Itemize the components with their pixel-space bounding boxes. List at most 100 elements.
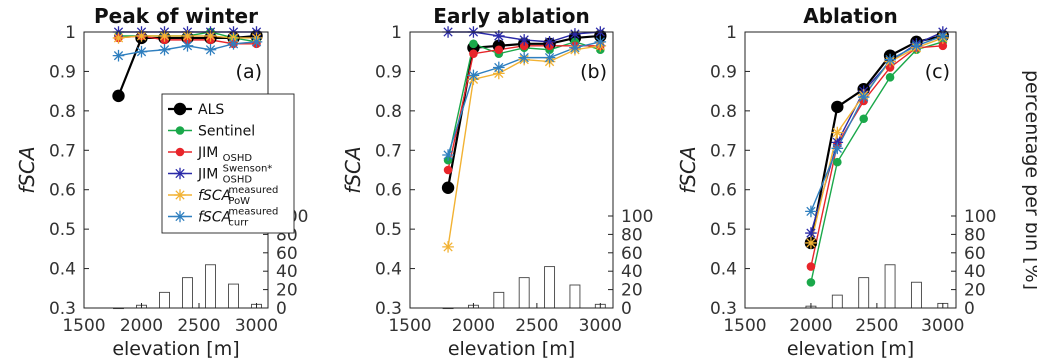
data-point-fSCA_curr [250, 36, 263, 48]
y2-tick-label: 80 [621, 225, 643, 245]
panel-3: 0.3 0.4 0.5 0.6 0.7 0.8 0.9 1 1500 2000 2500 300002… [676, 4, 1037, 358]
x-tick-label: 2500 [855, 316, 898, 336]
x-tick-label: 2000 [120, 316, 163, 336]
data-point-JIM_OSHD [443, 165, 453, 175]
data-point-fSCA_curr [857, 91, 870, 103]
y2-tick-label: 40 [621, 262, 643, 282]
data-point-JIM_Swenson [569, 28, 581, 40]
x-axis-label: elevation [m] [787, 338, 914, 358]
panel-1: 0.3 0.4 0.5 0.6 0.7 0.8 0.9 1 1500 2000 2500 300002… [15, 4, 308, 358]
legend-box [161, 93, 295, 234]
data-point-JIM_OSHD [806, 262, 816, 271]
data-point-fSCA_PoW [493, 67, 505, 80]
y2-tick-label: 0 [276, 299, 287, 319]
legend-label: fSCAmeasured PoW [198, 185, 278, 207]
data-point-JIM_Swenson [831, 136, 844, 149]
legend-marker-JIM_OSHD [175, 147, 185, 157]
data-point-fSCA_curr [227, 38, 240, 50]
y-tick-label: 1 [65, 23, 76, 43]
x-tick-label: 3000 [579, 316, 622, 336]
y-tick-label: 0.3 [710, 299, 737, 319]
data-point-fSCA_curr [937, 30, 949, 42]
y-axis-label: fSCA [676, 146, 700, 193]
legend-label-base: fSCA [198, 210, 231, 226]
legend-marker-Sentinel [175, 126, 185, 135]
x-tick-label: 1500 [388, 316, 431, 336]
data-point-Sentinel [885, 73, 895, 82]
y2-tick-label: 20 [276, 281, 298, 301]
legend-marker-fSCA_PoW [174, 189, 186, 201]
panel-label: (a) [236, 61, 262, 83]
x-tick-label: 2500 [177, 316, 220, 336]
x-tick-label: 1500 [723, 316, 766, 336]
histogram-bar [831, 294, 843, 309]
y-tick-label: 0.5 [375, 220, 402, 240]
legend-label-base: JIM [197, 167, 218, 183]
data-point-fSCA_curr [135, 45, 148, 58]
histogram-bar [518, 277, 530, 309]
data-point-fSCA_curr [181, 40, 194, 52]
y-tick-label: 0.9 [710, 62, 737, 82]
data-point-Sentinel [833, 157, 842, 167]
histogram-bar [858, 277, 870, 309]
data-point-fSCA_PoW [442, 241, 454, 253]
y2-tick-label: 80 [964, 225, 986, 245]
y2-axis-label: percentage per bin [%] [1021, 70, 1037, 290]
legend-marker-ALS [173, 102, 187, 116]
legend-label-base: ALS [198, 102, 224, 118]
histogram-bar [493, 291, 505, 309]
y-axis-label: fSCA [15, 146, 39, 193]
data-point-fSCA_curr [831, 142, 844, 155]
legend-label: Sentinel [198, 124, 255, 140]
data-point-fSCA_curr [518, 51, 530, 64]
x-axis-label: elevation [m] [112, 338, 239, 358]
data-point-fSCA_PoW [805, 237, 817, 249]
legend-label-sup: measured [228, 185, 278, 196]
axes-frame [744, 31, 957, 309]
legend-marker-fSCA_curr [174, 210, 186, 223]
data-point-fSCA_curr [112, 49, 125, 62]
legend-marker-JIM_Swenson [174, 167, 186, 180]
histogram-bar [182, 277, 193, 309]
data-point-JIM_Swenson [543, 36, 556, 48]
data-point-fSCA_curr [910, 40, 923, 52]
data-point-fSCA_PoW [204, 30, 217, 42]
panel-label: (c) [925, 61, 950, 83]
legend-label-sup: Swenson* [223, 164, 273, 175]
legend-label: ALS [198, 102, 224, 118]
data-point-JIM_OSHD [938, 41, 948, 51]
legend-label-base: fSCA [198, 188, 231, 204]
data-point-JIM_OSHD [519, 41, 529, 51]
legend-label-sup: measured [228, 207, 278, 218]
data-point-fSCA_curr [805, 205, 817, 218]
y-tick-label: 0.4 [49, 260, 76, 280]
data-point-JIM_Swenson [518, 34, 530, 46]
y-tick-label: 0.4 [710, 260, 737, 280]
y-tick-label: 0.8 [49, 102, 76, 122]
data-point-fSCA_curr [569, 41, 581, 54]
legend-label-base: Sentinel [198, 124, 255, 140]
y-tick-label: 0.3 [49, 299, 76, 319]
data-point-fSCA_curr [204, 43, 217, 56]
data-point-fSCA_PoW [227, 32, 240, 44]
y2-tick-label: 60 [621, 244, 643, 264]
y2-tick-label: 20 [964, 281, 986, 301]
y-tick-label: 0.3 [375, 299, 402, 319]
series-line-JIM_Swenson [810, 31, 944, 234]
y-tick-label: 0.9 [375, 62, 402, 82]
data-point-JIM_Swenson [805, 227, 817, 239]
y-tick-label: 0.6 [710, 181, 737, 201]
legend-label-sub: OSHD [223, 175, 253, 186]
y-tick-label: 1 [726, 23, 737, 43]
data-point-JIM_Swenson [493, 30, 505, 42]
legend-label-sub: PoW [228, 196, 250, 207]
y2-tick-label: 0 [621, 299, 632, 319]
data-point-ALS [112, 89, 125, 103]
data-point-fSCA_PoW [135, 30, 148, 42]
data-point-Sentinel [469, 39, 478, 49]
y2-tick-label: 40 [964, 262, 986, 282]
histogram-bar [159, 291, 170, 309]
x-tick-label: 1500 [62, 316, 105, 336]
